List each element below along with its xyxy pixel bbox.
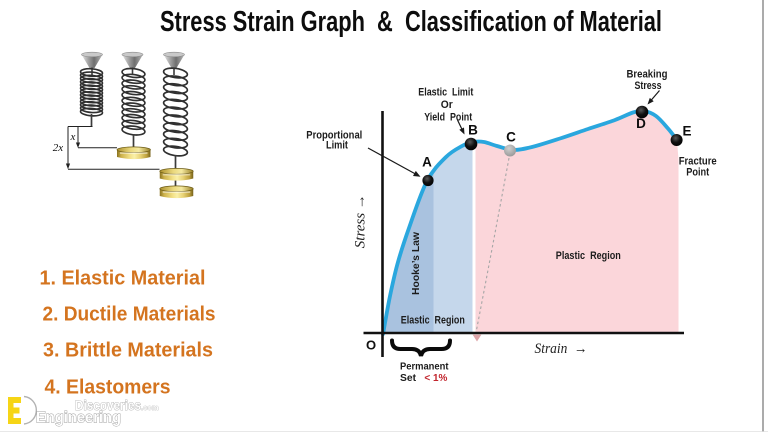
svg-text:D: D [636,116,646,131]
svg-text:Or: Or [441,99,454,111]
svg-text:Plastic Region: Plastic Region [556,250,621,262]
svg-text:Discoveries: Discoveries [75,398,141,413]
svg-text:3. Brittle Materials: 3. Brittle Materials [43,340,213,362]
svg-text:Set: Set [400,372,416,384]
svg-text:Engineering: Engineering [36,410,121,427]
svg-text:.com: .com [141,403,159,412]
svg-text:2. Ductile Materials: 2. Ductile Materials [43,304,216,326]
svg-text:1. Elastic Material: 1. Elastic Material [40,268,206,290]
svg-text:< 1%: < 1% [424,372,448,384]
svg-text:Proportional: Proportional [306,129,362,141]
svg-text:E: E [682,124,691,139]
svg-text:Fracture: Fracture [679,155,717,167]
svg-text:Stress: Stress [635,80,662,92]
svg-text:Strain →: Strain → [535,341,588,357]
svg-text:Breaking: Breaking [627,69,668,81]
svg-text:Hooke’s Law: Hooke’s Law [410,231,422,295]
svg-text:Elastic Region: Elastic Region [401,314,465,326]
svg-text:Limit: Limit [326,140,348,152]
svg-text:C: C [506,130,516,145]
svg-text:2x: 2x [53,142,64,154]
svg-text:Point: Point [686,167,709,179]
svg-text:Elastic Limit: Elastic Limit [418,87,473,99]
svg-text:Stress →: Stress → [353,194,369,248]
svg-text:Yield Point: Yield Point [424,112,472,124]
svg-text:x: x [70,131,76,143]
svg-text:B: B [468,123,478,138]
svg-text:O: O [366,338,376,353]
svg-text:A: A [422,155,432,170]
svg-text:4. Elastomers: 4. Elastomers [45,377,171,399]
svg-text:Permanent: Permanent [400,360,449,372]
svg-text:Stress Strain Graph & Classi: Stress Strain Graph & Classification of … [160,6,662,38]
